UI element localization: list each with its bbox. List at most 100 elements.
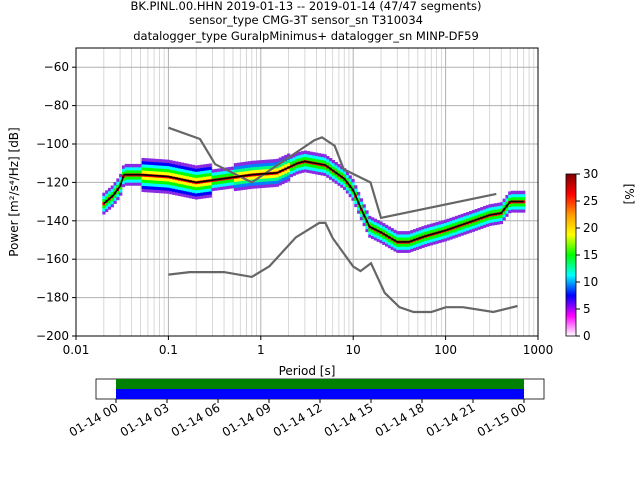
pdf-cell [516, 203, 520, 207]
pdf-cell [508, 209, 512, 214]
pdf-cell [393, 235, 397, 240]
pdf-cell [404, 243, 408, 247]
pdf-cell [133, 163, 137, 168]
pdf-cell [415, 228, 420, 232]
pdf-cell [519, 190, 523, 195]
pdf-cell [368, 222, 372, 226]
pdf-cell [351, 178, 355, 183]
pdf-cell [147, 176, 151, 181]
pdf-cell [452, 216, 456, 221]
pdf-cell [189, 182, 193, 187]
pdf-cell [121, 171, 126, 175]
pdf-cell [124, 166, 128, 171]
pdf-cell [278, 166, 282, 171]
pdf-cell [205, 188, 210, 192]
pdf-cell [284, 154, 288, 159]
pdf-cell [371, 235, 375, 240]
pdf-cell [373, 234, 378, 238]
pdf-cell [510, 190, 515, 195]
pdf-cell [482, 218, 487, 222]
pdf-cell [449, 233, 453, 237]
mean-curve [103, 160, 524, 243]
pdf-cell [191, 183, 196, 187]
pdf-cell [180, 187, 184, 191]
pdf-cell [362, 210, 366, 214]
pdf-cell [149, 183, 154, 187]
pdf-cell [477, 223, 481, 227]
mean-line [103, 160, 524, 243]
pdf-cell [138, 166, 142, 171]
pdf-cell [513, 206, 517, 210]
pdf-cell [203, 173, 207, 177]
pdf-cell [222, 170, 226, 175]
pdf-cell [298, 170, 302, 174]
pdf-cell [418, 239, 422, 243]
pdf-cell [250, 170, 254, 174]
pdf-cell [141, 176, 145, 180]
pdf-cell [166, 168, 170, 173]
pdf-cell [180, 162, 184, 166]
pdf-cell [379, 233, 383, 238]
pdf-cell [169, 187, 173, 192]
pdf-cell [158, 171, 162, 175]
pdf-cell [334, 168, 338, 172]
pdf-cell [191, 195, 196, 199]
pdf-cell [144, 164, 148, 168]
pdf-cell [281, 162, 285, 166]
pdf-cell [510, 203, 515, 207]
pdf-cell [365, 222, 369, 226]
pdf-cell [284, 170, 288, 174]
pdf-cell [513, 209, 517, 213]
pdf-cell [312, 164, 316, 168]
pdf-cell [373, 224, 378, 229]
pdf-cell [152, 161, 156, 166]
pdf-cell [158, 183, 162, 188]
pdf-cell [474, 209, 478, 213]
pdf-cell [144, 176, 148, 180]
pdf-cell [331, 163, 336, 167]
pdf-cell [250, 163, 254, 168]
pdf-cell [102, 198, 106, 203]
pdf-cell [413, 232, 417, 236]
pdf-cell [267, 162, 271, 167]
pdf-cell [368, 218, 372, 223]
pdf-cell [278, 178, 282, 183]
pdf-cell [323, 172, 327, 177]
pdf-cell [457, 214, 462, 219]
pdf-cell [186, 182, 190, 186]
pdf-cell [292, 153, 296, 158]
pdf-cell [155, 177, 159, 181]
pdf-cell [485, 223, 489, 227]
colorbar-ticks: 0 5 10 15 20 25 30 [576, 167, 598, 343]
pdf-cell [329, 173, 333, 177]
pdf-cell [180, 193, 184, 197]
pdf-cell [488, 216, 492, 220]
pdf-cell [460, 229, 464, 233]
pdf-cell [365, 216, 369, 220]
pdf-cell [183, 172, 187, 176]
pdf-cell [225, 185, 229, 190]
pdf-cell [189, 188, 193, 193]
pdf-cell [354, 200, 358, 205]
pdf-cell [141, 160, 145, 165]
pdf-cell [138, 170, 142, 174]
pdf-cell [236, 178, 240, 182]
pdf-cell [345, 187, 350, 191]
pdf-cell [189, 170, 193, 174]
pdf-cell [175, 185, 179, 190]
pdf-cell [144, 188, 148, 193]
pdf-cell [471, 213, 476, 217]
pdf-cell [177, 171, 182, 175]
pdf-cell [219, 171, 224, 175]
pdf-cell [287, 153, 291, 157]
pdf-cell [197, 174, 201, 178]
pdf-cell [169, 184, 173, 189]
pdf-cell [189, 173, 193, 177]
pdf-cell [189, 176, 193, 180]
pdf-cell [379, 227, 383, 232]
pdf-cell [418, 245, 422, 249]
pdf-cell [205, 191, 210, 195]
pdf-cell [348, 175, 352, 179]
pdf-cell [424, 237, 428, 241]
pdf-cell [147, 164, 151, 168]
